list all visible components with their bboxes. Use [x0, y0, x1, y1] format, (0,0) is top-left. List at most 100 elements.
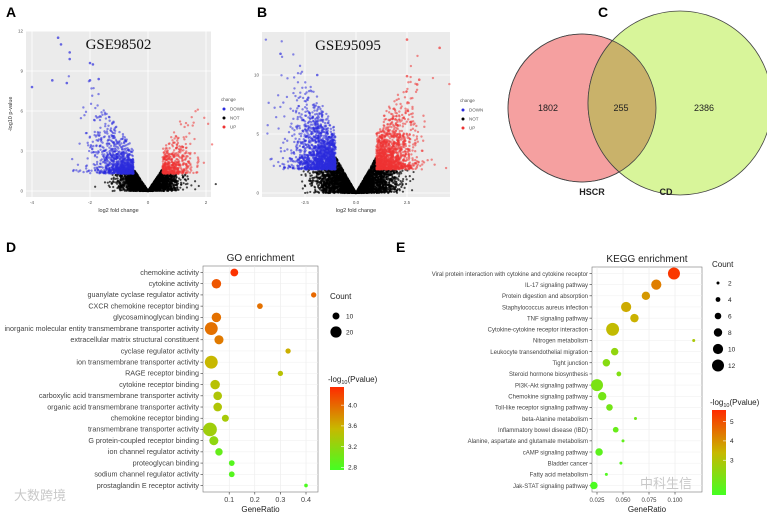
point-down: [105, 168, 108, 171]
point-down: [84, 110, 88, 114]
point-not: [166, 174, 169, 177]
point-up: [176, 154, 180, 157]
point-up: [184, 151, 188, 155]
point-down: [89, 102, 93, 106]
point-down: [119, 172, 123, 175]
point-not: [116, 180, 119, 184]
point-down: [87, 169, 90, 173]
point-up: [178, 156, 182, 159]
point-not: [142, 185, 145, 188]
point-up: [164, 149, 167, 152]
point-down: [90, 87, 93, 90]
point-up: [171, 166, 174, 169]
point-down: [91, 140, 95, 143]
point-down: [98, 115, 102, 118]
point-down: [131, 172, 134, 175]
point-down: [124, 138, 127, 141]
point-up: [189, 167, 192, 171]
point-down: [82, 170, 85, 174]
point-down: [97, 138, 101, 141]
panel-label-b: B: [257, 4, 267, 20]
point-not: [122, 187, 125, 190]
point-down: [95, 163, 99, 166]
point-up: [178, 145, 181, 148]
point-down: [110, 158, 113, 162]
point-up: [176, 170, 179, 174]
point-not: [135, 172, 139, 176]
point-not: [123, 175, 126, 178]
point-down: [71, 169, 75, 173]
point-up: [196, 171, 199, 174]
point-not: [402, 177, 405, 181]
point-up: [181, 155, 185, 158]
point-not: [185, 186, 189, 189]
point-outlier: [30, 85, 34, 89]
point-up: [167, 172, 171, 175]
point-up: [191, 124, 194, 127]
point-not: [156, 182, 159, 185]
point-down: [110, 154, 114, 157]
point-down: [131, 163, 135, 166]
point-up: [187, 160, 191, 163]
point-not: [131, 189, 134, 192]
point-not: [146, 189, 150, 193]
point-down: [130, 153, 133, 157]
point-up: [179, 123, 183, 126]
point-up: [196, 161, 199, 164]
point-not: [167, 183, 170, 186]
point-up: [161, 171, 164, 174]
point-up: [184, 146, 188, 150]
point-down: [105, 158, 108, 162]
point-not: [160, 177, 163, 180]
point-not: [140, 186, 143, 189]
point-not: [165, 177, 168, 180]
point-down: [113, 131, 116, 135]
point-up: [196, 108, 200, 111]
point-down: [105, 164, 108, 168]
point-down: [115, 164, 119, 168]
point-not: [159, 174, 162, 177]
point-down: [112, 120, 115, 123]
point-not: [151, 189, 154, 192]
point-up: [176, 163, 180, 167]
point-down: [121, 144, 125, 148]
point-not: [114, 177, 117, 180]
point-not: [162, 189, 166, 193]
point-not: [185, 179, 188, 182]
point-down: [121, 157, 124, 161]
point-down: [113, 129, 117, 133]
point-not: [172, 185, 176, 188]
panel-label-d: D: [6, 239, 16, 255]
point-down: [100, 140, 103, 143]
point-not: [141, 187, 145, 190]
point-down: [108, 163, 112, 166]
point-outlier: [88, 61, 92, 65]
point-down: [106, 127, 109, 131]
point-up: [196, 156, 200, 159]
point-up: [176, 139, 179, 142]
point-not: [301, 187, 304, 190]
point-up: [168, 155, 171, 158]
point-not: [174, 181, 178, 184]
point-up: [178, 120, 182, 123]
point-not: [150, 184, 153, 187]
point-not: [108, 185, 111, 189]
point-down: [99, 126, 102, 130]
point-up: [206, 122, 210, 126]
point-down: [94, 106, 97, 110]
point-not: [175, 184, 179, 187]
point-up: [188, 132, 191, 135]
point-down: [92, 144, 95, 148]
point-up: [180, 149, 183, 152]
point-not: [135, 177, 138, 180]
point-up: [184, 171, 187, 175]
point-down: [86, 144, 90, 147]
point-outlier: [65, 81, 69, 85]
point-down: [103, 111, 107, 114]
point-up: [161, 147, 165, 150]
point-not: [122, 179, 125, 182]
point-up: [210, 143, 214, 146]
panel-label-c: C: [598, 4, 608, 20]
